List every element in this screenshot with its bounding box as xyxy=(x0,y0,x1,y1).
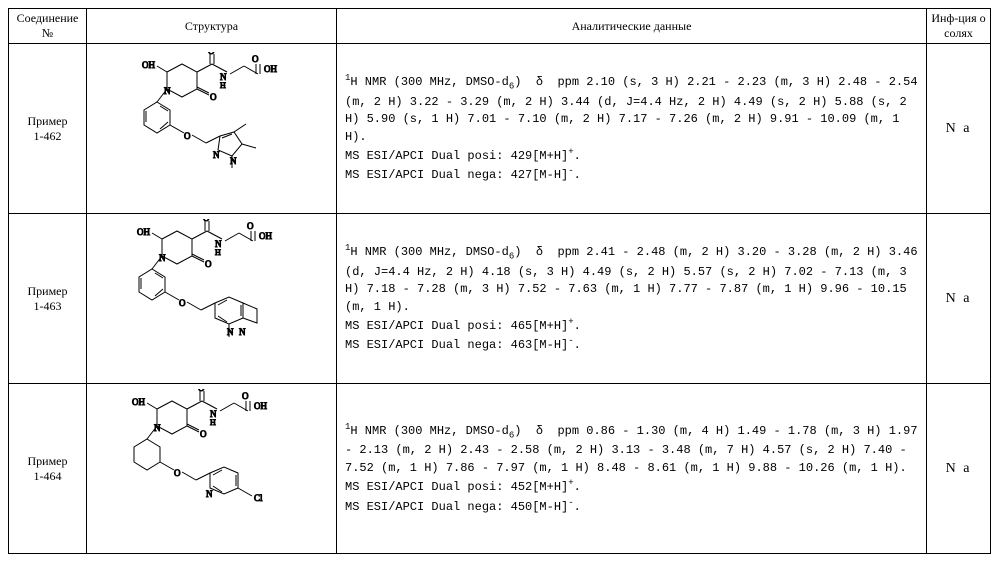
svg-text:O: O xyxy=(198,389,205,393)
table-header-row: Соединение № Структура Аналитические дан… xyxy=(9,9,991,44)
svg-text:OH: OH xyxy=(142,60,155,70)
table-row: Пример 1-462 OH O N xyxy=(9,44,991,214)
header-salt: Инф-ция о солях xyxy=(927,9,991,44)
svg-text:O: O xyxy=(252,54,259,64)
compound-number: 1-463 xyxy=(13,299,82,314)
compound-cell: Пример 1-463 xyxy=(9,214,87,384)
compound-label: Пример xyxy=(13,114,82,129)
svg-text:N: N xyxy=(230,156,237,166)
svg-text:OH: OH xyxy=(259,231,272,241)
compound-number: 1-464 xyxy=(13,469,82,484)
svg-text:O: O xyxy=(210,92,217,102)
svg-text:N: N xyxy=(213,150,220,160)
svg-text:N: N xyxy=(239,327,246,337)
header-compound: Соединение № xyxy=(9,9,87,44)
structure-icon: OH O N H OH O N O xyxy=(107,219,317,374)
svg-text:N: N xyxy=(206,489,213,499)
svg-text:H: H xyxy=(220,81,226,90)
structure-cell: OH O N H OH O N O xyxy=(87,214,337,384)
salt-cell: N a xyxy=(927,214,991,384)
svg-text:O: O xyxy=(200,429,207,439)
structure-icon: OH O N H OH O N O xyxy=(102,389,322,544)
analytical-cell: 1H NMR (300 MHz, DMSO-d6) δ ppm 2.41 - 2… xyxy=(337,214,927,384)
svg-text:H: H xyxy=(210,418,216,427)
svg-text:O: O xyxy=(247,221,254,231)
svg-text:OH: OH xyxy=(132,397,145,407)
svg-text:O: O xyxy=(179,298,186,308)
svg-text:OH: OH xyxy=(137,227,150,237)
analytical-cell: 1H NMR (300 MHz, DMSO-d6) δ ppm 2.10 (s,… xyxy=(337,44,927,214)
salt-cell: N a xyxy=(927,384,991,554)
svg-text:O: O xyxy=(242,391,249,401)
svg-text:O: O xyxy=(205,259,212,269)
header-analytical: Аналитические данные xyxy=(337,9,927,44)
salt-cell: N a xyxy=(927,44,991,214)
compound-table: Соединение № Структура Аналитические дан… xyxy=(8,8,991,554)
svg-text:OH: OH xyxy=(264,64,277,74)
compound-label: Пример xyxy=(13,284,82,299)
structure-icon: OH O N H OH O N xyxy=(112,52,312,202)
compound-number: 1-462 xyxy=(13,129,82,144)
compound-cell: Пример 1-462 xyxy=(9,44,87,214)
svg-text:O: O xyxy=(203,219,210,223)
header-structure: Структура xyxy=(87,9,337,44)
svg-text:OH: OH xyxy=(254,401,267,411)
compound-cell: Пример 1-464 xyxy=(9,384,87,554)
svg-text:O: O xyxy=(184,131,191,141)
table-row: Пример 1-464 OH O N H xyxy=(9,384,991,554)
svg-text:O: O xyxy=(208,52,215,56)
svg-text:H: H xyxy=(215,248,221,257)
svg-text:O: O xyxy=(174,468,181,478)
structure-cell: OH O N H OH O N xyxy=(87,44,337,214)
table-row: Пример 1-463 OH O N H xyxy=(9,214,991,384)
compound-label: Пример xyxy=(13,454,82,469)
svg-text:N: N xyxy=(227,327,234,337)
analytical-cell: 1H NMR (300 MHz, DMSO-d6) δ ppm 0.86 - 1… xyxy=(337,384,927,554)
structure-cell: OH O N H OH O N O xyxy=(87,384,337,554)
svg-text:Cl: Cl xyxy=(254,493,263,503)
